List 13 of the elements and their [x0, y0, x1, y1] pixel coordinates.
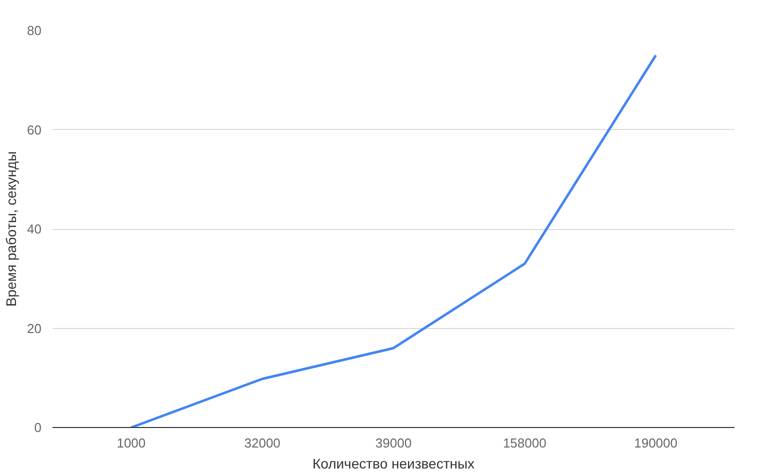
y-axis-title: Время работы, секунды — [3, 151, 20, 307]
y-tick-label: 20 — [27, 320, 42, 336]
y-tick-label: 0 — [34, 420, 42, 435]
y-tick-label: 60 — [27, 122, 42, 138]
x-tick-label: 32000 — [244, 436, 280, 450]
x-tick-label: 39000 — [375, 436, 412, 450]
line-series — [130, 54, 658, 428]
y-tick-label: 80 — [27, 23, 42, 38]
y-tick-label: 40 — [27, 222, 42, 236]
x-tick-label: 158000 — [502, 436, 546, 450]
x-tick-label: 190000 — [634, 436, 678, 450]
x-tick-label: 1000 — [116, 436, 146, 450]
x-axis-title: Количество неизвестных — [312, 456, 475, 472]
